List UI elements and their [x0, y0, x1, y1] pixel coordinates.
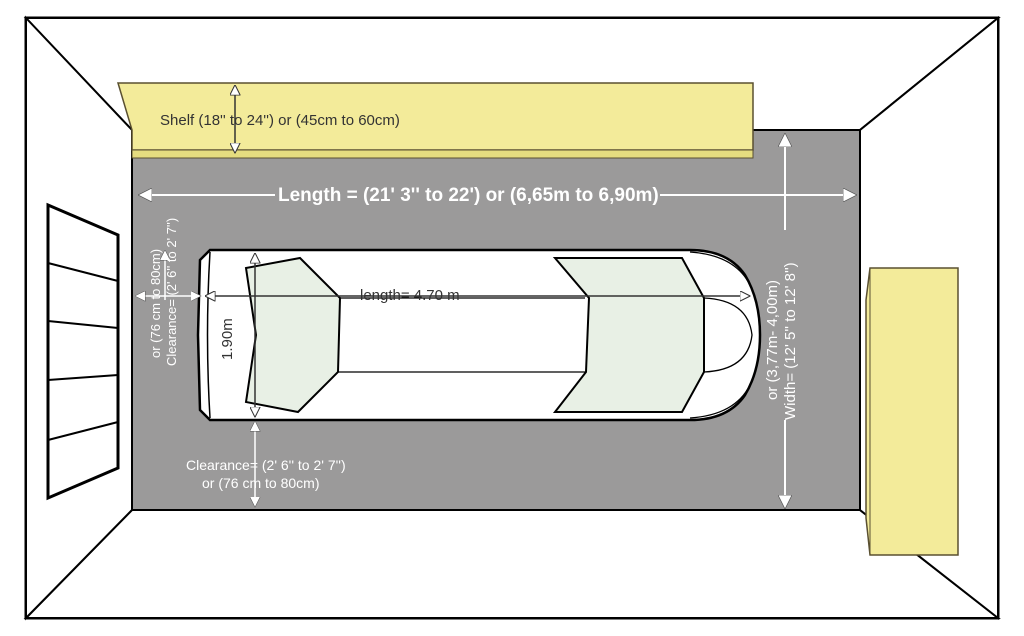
label-car-width: 1.90m: [219, 318, 236, 360]
label-clearance-left-1: Clearance= (2' 6'' to 2' 7''): [164, 218, 179, 366]
label-garage-length: Length = (21' 3'' to 22') or (6,65m to 6…: [278, 185, 659, 206]
label-clearance-bottom-2: or (76 cm to 80cm): [202, 475, 319, 491]
label-clearance-bottom-1: Clearance= (2' 6'' to 2' 7''): [186, 457, 346, 473]
car: [198, 250, 760, 420]
workbench-right: [866, 268, 958, 555]
label-garage-width-2: or (3,77m- 4,00m): [764, 280, 781, 400]
wall-bottom: [26, 510, 998, 618]
garage-door: [48, 205, 118, 498]
label-car-length: length= 4.70 m: [360, 287, 460, 304]
label-shelf: Shelf (18'' to 24'') or (45cm to 60cm): [160, 112, 400, 129]
label-clearance-left-2: or (76 cm to 80cm): [148, 249, 163, 358]
label-garage-width-1: Width= (12' 5'' to 12' 8''): [782, 262, 799, 420]
